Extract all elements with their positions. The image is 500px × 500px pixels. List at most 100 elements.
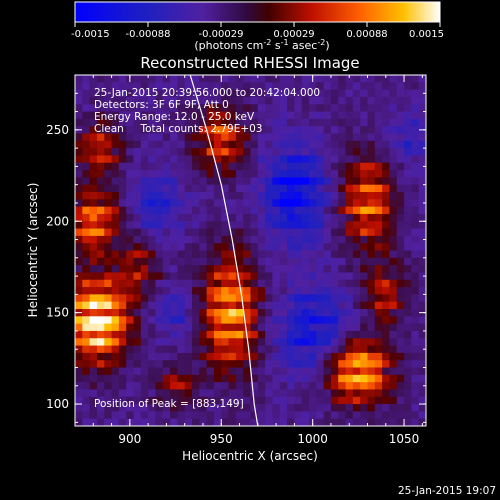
- heatmap-cell: [272, 389, 281, 398]
- heatmap-cell: [118, 389, 127, 398]
- heatmap-cell: [162, 411, 171, 420]
- heatmap-cell: [279, 272, 288, 281]
- heatmap-cell: [418, 323, 426, 332]
- heatmap-cell: [272, 265, 281, 273]
- heatmap-cell: [213, 257, 222, 266]
- heatmap-cell: [228, 82, 237, 91]
- colorbar-tick-label: 0.00029: [273, 29, 314, 40]
- heatmap-cell: [330, 140, 339, 149]
- heatmap-cell: [338, 155, 346, 164]
- heatmap-cell: [243, 374, 251, 383]
- heatmap-cell: [170, 235, 178, 244]
- heatmap-cell: [243, 177, 251, 186]
- heatmap-cell: [330, 272, 339, 281]
- heatmap-cell: [184, 250, 193, 259]
- heatmap-cell: [301, 301, 310, 310]
- heatmap-cell: [96, 250, 105, 259]
- heatmap-cell: [411, 96, 420, 105]
- heatmap-cell: [192, 104, 200, 112]
- heatmap-cell: [272, 213, 281, 222]
- heatmap-cell: [177, 89, 186, 98]
- heatmap-cell: [294, 213, 303, 222]
- heatmap-cell: [111, 345, 120, 354]
- heatmap-cell: [279, 243, 288, 251]
- heatmap-cell: [309, 404, 317, 412]
- heatmap-cell: [96, 192, 105, 200]
- heatmap-cell: [170, 309, 178, 317]
- heatmap-cell: [140, 287, 149, 295]
- heatmap-cell: [75, 301, 83, 310]
- heatmap-cell: [294, 287, 303, 295]
- heatmap-cell: [133, 243, 142, 251]
- heatmap-cell: [221, 374, 229, 383]
- heatmap-cell: [404, 82, 412, 91]
- heatmap-cell: [352, 257, 361, 266]
- heatmap-cell: [250, 287, 259, 295]
- heatmap-cell: [374, 148, 383, 156]
- heatmap-cell: [330, 177, 339, 186]
- heatmap-cell: [309, 192, 317, 200]
- heatmap-cell: [250, 316, 259, 325]
- heatmap-cell: [411, 140, 420, 149]
- heatmap-cell: [374, 374, 383, 383]
- heatmap-cell: [389, 140, 398, 149]
- heatmap-cell: [192, 148, 200, 156]
- heatmap-cell: [404, 243, 412, 251]
- heatmap-cell: [235, 367, 244, 376]
- heatmap-cell: [235, 404, 244, 412]
- heatmap-cell: [396, 367, 405, 376]
- heatmap-cell: [330, 82, 339, 91]
- heatmap-cell: [279, 404, 288, 412]
- heatmap-cell: [221, 345, 229, 354]
- heatmap-cell: [243, 126, 251, 134]
- heatmap-cell: [199, 309, 208, 317]
- heatmap-cell: [382, 148, 390, 156]
- heatmap-cell: [382, 279, 390, 288]
- heatmap-cell: [265, 418, 273, 426]
- heatmap-cell: [309, 140, 317, 149]
- heatmap-cell: [338, 243, 346, 251]
- heatmap-cell: [382, 192, 390, 200]
- heatmap-cell: [118, 89, 127, 98]
- heatmap-cell: [265, 89, 273, 98]
- heatmap-cell: [272, 338, 281, 346]
- heatmap-cell: [89, 323, 98, 332]
- heatmap-cell: [287, 140, 295, 149]
- heatmap-cell: [155, 184, 164, 193]
- heatmap-cell: [118, 374, 127, 383]
- heatmap-cell: [228, 192, 237, 200]
- heatmap-cell: [96, 206, 105, 215]
- heatmap-cell: [374, 389, 383, 398]
- heatmap-cell: [374, 338, 383, 346]
- heatmap-cell: [418, 301, 426, 310]
- heatmap-cell: [89, 104, 98, 112]
- heatmap-cell: [118, 301, 127, 310]
- heatmap-cell: [294, 272, 303, 281]
- x-tick-label: 900: [118, 432, 141, 446]
- heatmap-cell: [126, 199, 134, 208]
- heatmap-cell: [257, 104, 266, 112]
- heatmap-cell: [199, 360, 208, 368]
- heatmap-cell: [389, 75, 398, 83]
- heatmap-cell: [367, 75, 376, 83]
- heatmap-cell: [330, 184, 339, 193]
- heatmap-cell: [250, 206, 259, 215]
- heatmap-cell: [75, 360, 83, 368]
- heatmap-cell: [133, 287, 142, 295]
- heatmap-cell: [118, 140, 127, 149]
- heatmap-cell: [118, 184, 127, 193]
- heatmap-cell: [75, 345, 83, 354]
- heatmap-cell: [199, 82, 208, 91]
- heatmap-cell: [404, 133, 412, 142]
- heatmap-cell: [265, 257, 273, 266]
- heatmap-cell: [213, 250, 222, 259]
- heatmap-cell: [316, 330, 325, 339]
- heatmap-cell: [184, 126, 193, 134]
- heatmap-cell: [265, 184, 273, 193]
- heatmap-cell: [309, 184, 317, 193]
- heatmap-cell: [389, 257, 398, 266]
- heatmap-cell: [111, 170, 120, 178]
- heatmap-cell: [367, 184, 376, 193]
- heatmap-cell: [155, 228, 164, 237]
- heatmap-cell: [140, 89, 149, 98]
